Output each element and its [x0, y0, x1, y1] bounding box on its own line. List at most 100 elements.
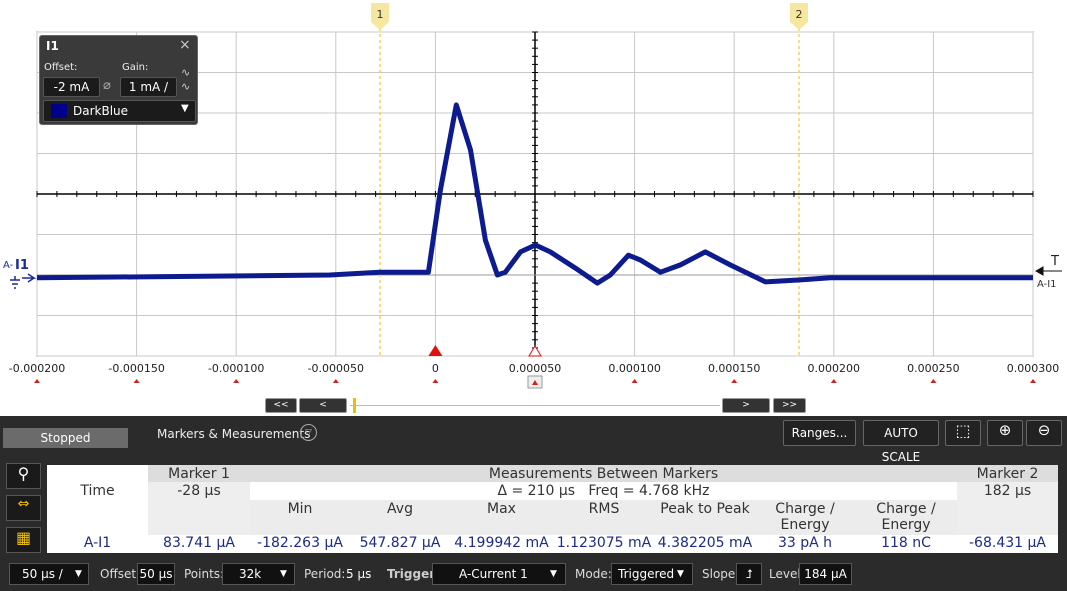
x-tick-label: -0.000100 — [208, 362, 264, 375]
table-icon[interactable]: ▦ — [6, 527, 41, 553]
table-header-bg — [148, 465, 1058, 482]
status: Stopped — [3, 428, 128, 448]
trigger-label: Trigger — [387, 567, 436, 581]
x-tick-arrow — [830, 379, 837, 383]
zero-icon[interactable]: ⌀ — [103, 78, 111, 93]
dropdown-arrow: ▼ — [181, 103, 189, 114]
marker1-header: Marker 1 — [168, 466, 230, 482]
zoom-region-button[interactable]: ⬚ — [945, 420, 981, 446]
timebase: 50 µs / — [22, 567, 63, 581]
table-cell: A-I1 — [83, 535, 112, 551]
x-tick-arrow — [133, 379, 140, 383]
scroll-far-right[interactable]: >> — [773, 398, 806, 413]
slope-label: Slope: — [702, 567, 740, 581]
column-header: Charge / Energy — [775, 501, 835, 533]
period-value: 5 µs — [346, 567, 372, 581]
table-cell: 547.827 µA — [359, 535, 441, 551]
timebase-select[interactable]: 50 µs / ▼ — [9, 563, 89, 585]
scope-plot: -0.000200 -0.000150 -0.000100 -0.000050 0 0.0… — [0, 0, 1067, 416]
ranges-button[interactable]: Ranges... — [783, 420, 856, 446]
color-swatch — [51, 104, 67, 118]
offset-label: Offset: — [44, 62, 78, 73]
x-tick-arrow — [1030, 379, 1036, 383]
trigger-select[interactable]: A-Current 1 ▼ — [432, 563, 566, 585]
table-cell: 4.199942 mA — [454, 535, 549, 551]
channel-panel: I1 × Offset: Gain: -2 mA ⌀ 1 mA / ∿ ∿ Dar… — [39, 35, 198, 125]
x-tick-label: 0.000100 — [608, 362, 661, 375]
trigger-tag: T — [1051, 254, 1059, 269]
gain-input[interactable]: 1 mA / — [120, 77, 177, 97]
marker-flag — [790, 3, 808, 30]
points: 32k — [239, 567, 262, 581]
color-select[interactable]: DarkBlue ▼ — [43, 100, 196, 122]
x-tick-label: -0.000200 — [9, 362, 65, 375]
section-toggle[interactable]: ▽ — [300, 424, 317, 441]
wave-icons[interactable]: ∿ ∿ — [181, 66, 191, 93]
columns-bg — [250, 500, 957, 535]
points-select[interactable]: 32k ▼ — [222, 563, 295, 585]
between-info: Δ = 210 µs Freq = 4.768 kHz — [497, 483, 710, 499]
trigger-offset — [528, 345, 542, 357]
points-label: Points: — [184, 567, 225, 581]
x-tick-arrow — [631, 379, 638, 383]
column-header: Peak to Peak — [660, 501, 750, 517]
offset-value[interactable]: 50 µs — [137, 563, 175, 585]
trigger-arrow — [1034, 266, 1062, 276]
color-name: DarkBlue — [73, 104, 129, 118]
section-title[interactable]: Markers & Measurements — [157, 427, 311, 441]
time-label: Time — [80, 483, 115, 499]
column-header: RMS — [588, 501, 620, 517]
x-tick-arrow — [930, 379, 937, 383]
zoom-out-button[interactable]: ⊖ — [1026, 420, 1062, 446]
ground-symbol — [10, 273, 37, 289]
table-cell: -68.431 µA — [969, 535, 1046, 551]
level-label: Level: — [769, 567, 805, 581]
period-label: Period: — [304, 567, 346, 581]
x-tick-label: 0.000150 — [708, 362, 761, 375]
column-header: Min — [287, 501, 313, 517]
table-cell: 118 nC — [881, 535, 931, 551]
markers-icon[interactable]: ⇔ — [6, 495, 41, 521]
marker1-time: -28 µs — [177, 483, 221, 499]
channel-name: I1 — [15, 258, 29, 273]
scroll-far-left[interactable]: << — [265, 398, 297, 413]
offset-marker-arrow — [532, 380, 538, 385]
mode: Triggered — [618, 567, 675, 581]
zoom-in-button[interactable]: ⊕ — [987, 420, 1023, 446]
gain-label: Gain: — [122, 62, 149, 73]
marker-flag — [371, 3, 389, 30]
dropdown-arrow: ▼ — [280, 569, 287, 579]
marker-label: 2 — [796, 8, 803, 21]
trigger-source: A-Current 1 — [459, 567, 528, 581]
channel-prefix: A- — [3, 260, 14, 271]
marker1-bg — [148, 482, 250, 535]
column-header: Avg — [387, 501, 413, 517]
x-tick-label: 0.000300 — [1007, 362, 1060, 375]
panel-title: I1 — [46, 39, 59, 53]
close-button[interactable]: × — [179, 37, 191, 53]
x-tick-label: 0 — [432, 362, 439, 375]
mode-select[interactable]: Triggered ▼ — [611, 563, 693, 585]
marker2-time: 182 µs — [983, 483, 1032, 499]
slope-button[interactable]: ⮥ — [736, 563, 762, 585]
probe-icon[interactable]: ⚲ — [6, 463, 41, 489]
x-tick-arrow — [731, 379, 738, 383]
between-header: Measurements Between Markers — [488, 466, 719, 482]
dropdown-arrow: ▼ — [550, 569, 557, 579]
table-cell: 1.123075 mA — [556, 535, 652, 551]
marker-label: 1 — [377, 8, 384, 21]
mode-label: Mode: — [575, 567, 612, 581]
scroll-right[interactable]: > — [722, 398, 770, 413]
x-tick-arrow — [34, 379, 40, 383]
level-value[interactable]: 184 µA — [799, 563, 852, 585]
scroll-thumb[interactable] — [353, 398, 356, 413]
x-tick-label: 0.000250 — [907, 362, 960, 375]
trace — [36, 102, 1033, 286]
scroll-left[interactable]: < — [299, 398, 347, 413]
marker2-header: Marker 2 — [976, 466, 1039, 482]
scroll-track[interactable] — [350, 405, 720, 406]
autoscale-button[interactable]: AUTO SCALE — [863, 420, 939, 464]
trigger-position — [428, 345, 443, 356]
x-tick-label: -0.000050 — [308, 362, 364, 375]
offset-input[interactable]: -2 mA — [43, 77, 100, 97]
